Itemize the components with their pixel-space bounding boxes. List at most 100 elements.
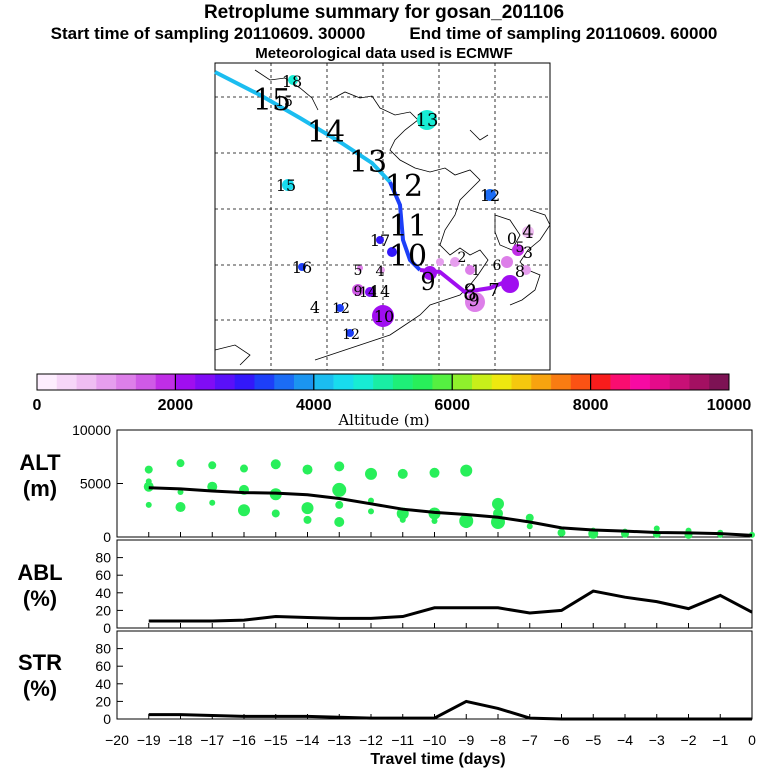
sampling-times: Start time of sampling 20110609. 30000 En… — [0, 24, 768, 44]
map-day-label: 8 — [463, 281, 477, 306]
map-day-label: 9 — [420, 268, 435, 296]
x-tick-label: −6 — [554, 732, 570, 748]
colorbar-segment — [254, 374, 275, 390]
colorbar-segment — [649, 374, 670, 390]
x-tick-label: −4 — [617, 732, 633, 748]
y-tick-label: 20 — [95, 693, 111, 709]
time-series-panels: 0500010000ALT(m)020406080ABL(%)020406080… — [17, 422, 756, 748]
colorbar-segment — [37, 374, 58, 390]
end-time: End time of sampling 20110609. 60000 — [409, 24, 718, 43]
alt-cluster-point — [271, 509, 280, 518]
map-cluster-label: 15 — [276, 176, 296, 195]
trajectory-point — [282, 179, 294, 191]
colorbar-segment — [452, 374, 473, 390]
alt-cluster-point — [334, 517, 345, 528]
colorbar-segment — [630, 374, 651, 390]
map-cluster-label: 0 — [507, 229, 517, 248]
trajectory-point — [357, 265, 363, 271]
map-cluster-label: 18 — [282, 72, 302, 91]
colorbar-segment — [214, 374, 236, 390]
x-tick-label: −9 — [458, 732, 474, 748]
colorbar-segment — [175, 374, 196, 390]
x-tick-label: −17 — [200, 732, 224, 748]
alt-cluster-point — [365, 467, 377, 480]
y-tick-label: 0 — [103, 529, 111, 545]
trajectory-point — [521, 265, 531, 275]
colorbar-tick-label: 8000 — [573, 397, 609, 414]
map-cluster-label: 8 — [515, 262, 525, 281]
map-cluster-label: 12 — [342, 327, 360, 343]
trajectory-point — [501, 275, 519, 293]
x-tick-label: −20 — [105, 732, 129, 748]
trajectory-point — [465, 292, 485, 312]
alt-cluster-point — [492, 497, 504, 510]
map-day-label: 11 — [389, 209, 427, 244]
alt-cluster-point — [397, 468, 408, 479]
x-tick-label: −10 — [423, 732, 447, 748]
x-tick-label: −15 — [264, 732, 288, 748]
map-cluster-label: 4 — [310, 298, 320, 317]
map-cluster-label: 5 — [354, 263, 363, 279]
colorbar-segment — [590, 374, 611, 390]
alt-cluster-point — [208, 461, 217, 470]
y-tick-label: 40 — [95, 676, 111, 692]
y-tick-label: 5000 — [80, 476, 111, 492]
colorbar-segment — [709, 374, 730, 390]
y-axis-label-unit: (m) — [23, 476, 57, 501]
colorbar-tick-label: 0 — [33, 397, 42, 414]
alt-cluster-point — [240, 464, 248, 473]
x-tick-label: −18 — [169, 732, 193, 748]
trajectory-point — [379, 267, 385, 273]
map-day-label: 13 — [349, 145, 387, 180]
series-line — [148, 589, 753, 623]
x-tick-label: −2 — [681, 732, 697, 748]
trajectory-point — [288, 75, 298, 85]
y-tick-label: 0 — [103, 711, 111, 727]
trajectory-point — [352, 284, 364, 296]
trajectory-point — [423, 266, 437, 280]
colorbar-segment — [373, 374, 394, 390]
alt-cluster-point — [557, 528, 566, 537]
map-cluster-label: 12 — [332, 301, 350, 317]
alt-cluster-point — [399, 516, 406, 523]
x-tick-label: −5 — [585, 732, 601, 748]
map-cluster-label: 12 — [480, 186, 500, 205]
map-cluster-label: 2 — [458, 250, 467, 266]
map-cluster-label: 16 — [292, 258, 312, 277]
map-cluster-label: 5 — [516, 240, 525, 256]
colorbar-frame — [36, 373, 730, 391]
map-cluster-label: 10 — [374, 307, 394, 326]
alt-cluster-point — [368, 508, 374, 515]
y-tick-label: 0 — [103, 620, 111, 636]
y-tick-label: 20 — [95, 602, 111, 618]
colorbar-segment — [333, 374, 354, 390]
y-tick-label: 60 — [95, 658, 111, 674]
x-tick-label: −3 — [649, 732, 665, 748]
trajectory-point — [372, 305, 394, 327]
start-time: Start time of sampling 20110609. 30000 — [50, 24, 366, 43]
panel-alt: 0 5000 10000 ALT(m) — [19, 422, 755, 545]
colorbar-segment — [56, 374, 77, 390]
colorbar-segment — [669, 374, 690, 390]
map-cluster-label: 9 — [468, 290, 479, 311]
x-tick-label: −14 — [296, 732, 320, 748]
alt-cluster-point — [525, 513, 534, 522]
series-line — [148, 486, 753, 537]
map-cluster-label: 14 — [359, 285, 377, 301]
y-axis-label: ABL — [17, 560, 62, 585]
colorbar-segment — [195, 374, 216, 390]
trajectory-line — [388, 181, 422, 272]
colorbar-segment — [570, 374, 591, 390]
alt-cluster-point — [209, 499, 216, 506]
colorbar-tick-label: 4000 — [296, 397, 332, 414]
alt-cluster-point — [526, 523, 533, 530]
trajectory-point — [465, 265, 475, 275]
x-tick-label: −19 — [137, 732, 161, 748]
alt-cluster-point — [177, 489, 184, 496]
colorbar-segment — [294, 374, 315, 390]
map-cluster-label: 13 — [416, 110, 439, 131]
alt-cluster-point — [332, 482, 347, 497]
map-cluster-label: 15 — [275, 94, 293, 110]
